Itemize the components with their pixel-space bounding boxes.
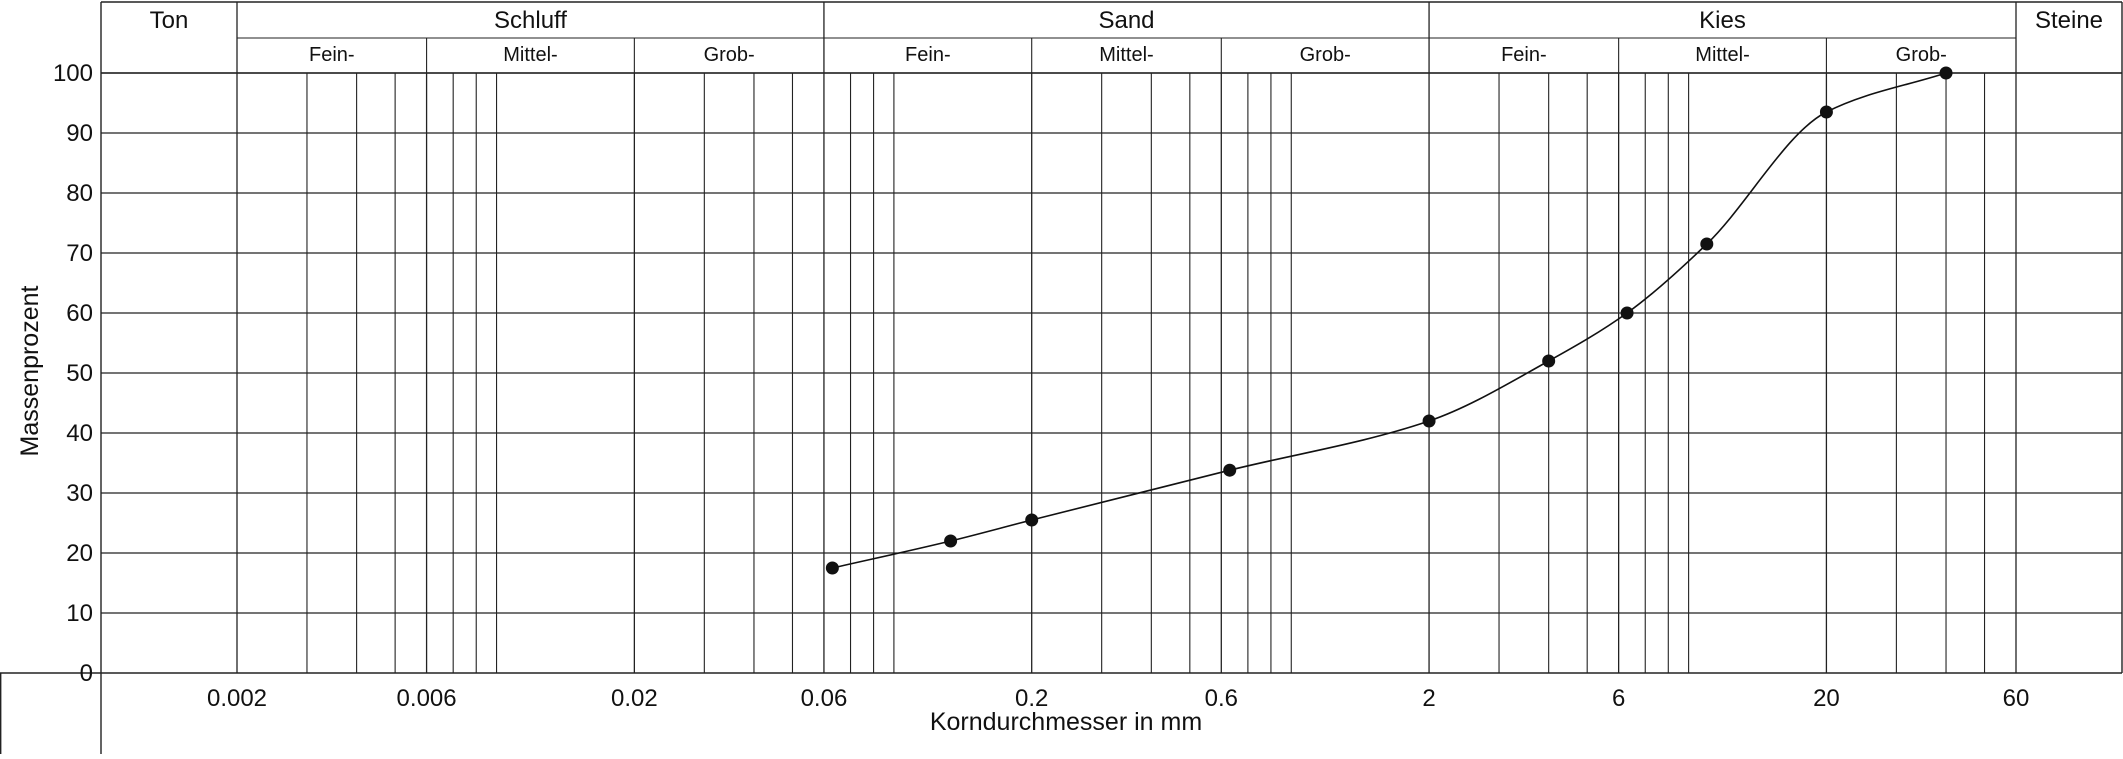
y-tick-label: 90 bbox=[66, 120, 93, 147]
x-tick-label: 2 bbox=[1422, 685, 1435, 712]
x-tick-label: 0.02 bbox=[611, 685, 658, 712]
x-tick-label: 60 bbox=[2003, 685, 2030, 712]
y-tick-label: 0 bbox=[80, 660, 93, 687]
x-tick-labels: 0.002 0.006 0.02 0.06 0.2 0.6 2 6 20 60 bbox=[207, 685, 2029, 712]
data-point bbox=[1700, 237, 1714, 251]
class-label: Ton bbox=[150, 7, 189, 34]
class-label: Kies bbox=[1699, 7, 1746, 34]
data-point bbox=[1939, 66, 1953, 80]
data-point bbox=[1422, 414, 1436, 428]
subclass-label: Grob- bbox=[1896, 44, 1947, 66]
class-label: Sand bbox=[1098, 7, 1154, 34]
y-tick-labels: 0 10 20 30 40 50 60 70 80 90 100 bbox=[53, 60, 93, 687]
y-tick-label: 40 bbox=[66, 420, 93, 447]
data-point bbox=[1620, 306, 1634, 320]
x-axis-title: Korndurchmesser in mm bbox=[930, 708, 1202, 736]
data-point bbox=[1542, 354, 1556, 368]
subclass-label: Mittel- bbox=[1099, 44, 1153, 66]
y-axis-title: Massenprozent bbox=[16, 285, 44, 456]
y-tick-label: 10 bbox=[66, 600, 93, 627]
subclass-label: Mittel- bbox=[503, 44, 557, 66]
x-tick-label: 0.06 bbox=[801, 685, 848, 712]
data-point bbox=[944, 534, 958, 548]
subclass-label: Fein- bbox=[309, 44, 355, 66]
subclass-label: Grob- bbox=[704, 44, 755, 66]
data-point bbox=[825, 561, 839, 575]
y-tick-label: 30 bbox=[66, 480, 93, 507]
y-tick-label: 60 bbox=[66, 300, 93, 327]
subclass-label: Mittel- bbox=[1695, 44, 1749, 66]
y-tick-label: 100 bbox=[53, 60, 93, 87]
x-tick-label: 0.2 bbox=[1015, 685, 1048, 712]
class-label: Steine bbox=[2035, 7, 2103, 34]
y-tick-label: 80 bbox=[66, 180, 93, 207]
x-tick-label: 0.6 bbox=[1205, 685, 1238, 712]
data-point bbox=[1025, 513, 1039, 527]
x-tick-label: 20 bbox=[1813, 685, 1840, 712]
subclass-label: Fein- bbox=[905, 44, 951, 66]
y-tick-label: 50 bbox=[66, 360, 93, 387]
data-point bbox=[1223, 463, 1237, 477]
data-point bbox=[1819, 105, 1833, 119]
y-tick-label: 20 bbox=[66, 540, 93, 567]
x-tick-label: 6 bbox=[1612, 685, 1625, 712]
y-tick-label: 70 bbox=[66, 240, 93, 267]
subclass-label: Fein- bbox=[1501, 44, 1547, 66]
data-points bbox=[825, 66, 1953, 575]
x-tick-label: 0.006 bbox=[397, 685, 457, 712]
grid-layer bbox=[101, 72, 2122, 673]
grading-curve bbox=[832, 72, 1947, 569]
x-tick-label: 0.002 bbox=[207, 685, 267, 712]
subclass-label: Grob- bbox=[1300, 44, 1351, 66]
class-label: Schluff bbox=[494, 7, 567, 34]
soil-class-header: Fein- Mittel- Grob- Fein- Mittel- Grob- Fein- M… bbox=[150, 2, 2103, 73]
